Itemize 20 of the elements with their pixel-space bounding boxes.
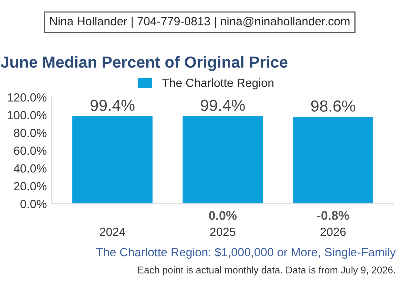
text: Each point is actual monthly data. Data is from July 9, 2026.	[138, 266, 396, 276]
y-tick-label: 60.0%	[14, 146, 47, 156]
text: 0.0%	[209, 211, 237, 220]
x-tick-label: 2026	[320, 228, 346, 236]
text: Nina Hollander | 704-779-0813 | nina@ninahollander.com	[50, 16, 350, 28]
y-tick-label: 0.0%	[20, 200, 47, 208]
legend-label: The Charlotte Region	[162, 78, 274, 90]
y-tick-label: 80.0%	[14, 129, 47, 138]
y-tick-label: 20.0%	[14, 182, 47, 191]
data-label: 98.6%	[311, 100, 356, 112]
chart-title: June Median Percent of Original Price	[0, 56, 288, 72]
data-label: 99.4%	[90, 100, 135, 112]
y-tick-label: 100.0%	[8, 111, 47, 120]
y-tick-label: 120.0%	[8, 94, 47, 102]
x-tick-label: 2025	[210, 228, 236, 236]
x-tick-label: 2024	[100, 228, 126, 236]
data-label: 99.4%	[201, 100, 246, 112]
y-tick-label: 40.0%	[14, 164, 47, 173]
text: The Charlotte Region: $1,000,000 or More, Single-Family	[96, 248, 396, 259]
text: -0.8%	[317, 211, 350, 220]
